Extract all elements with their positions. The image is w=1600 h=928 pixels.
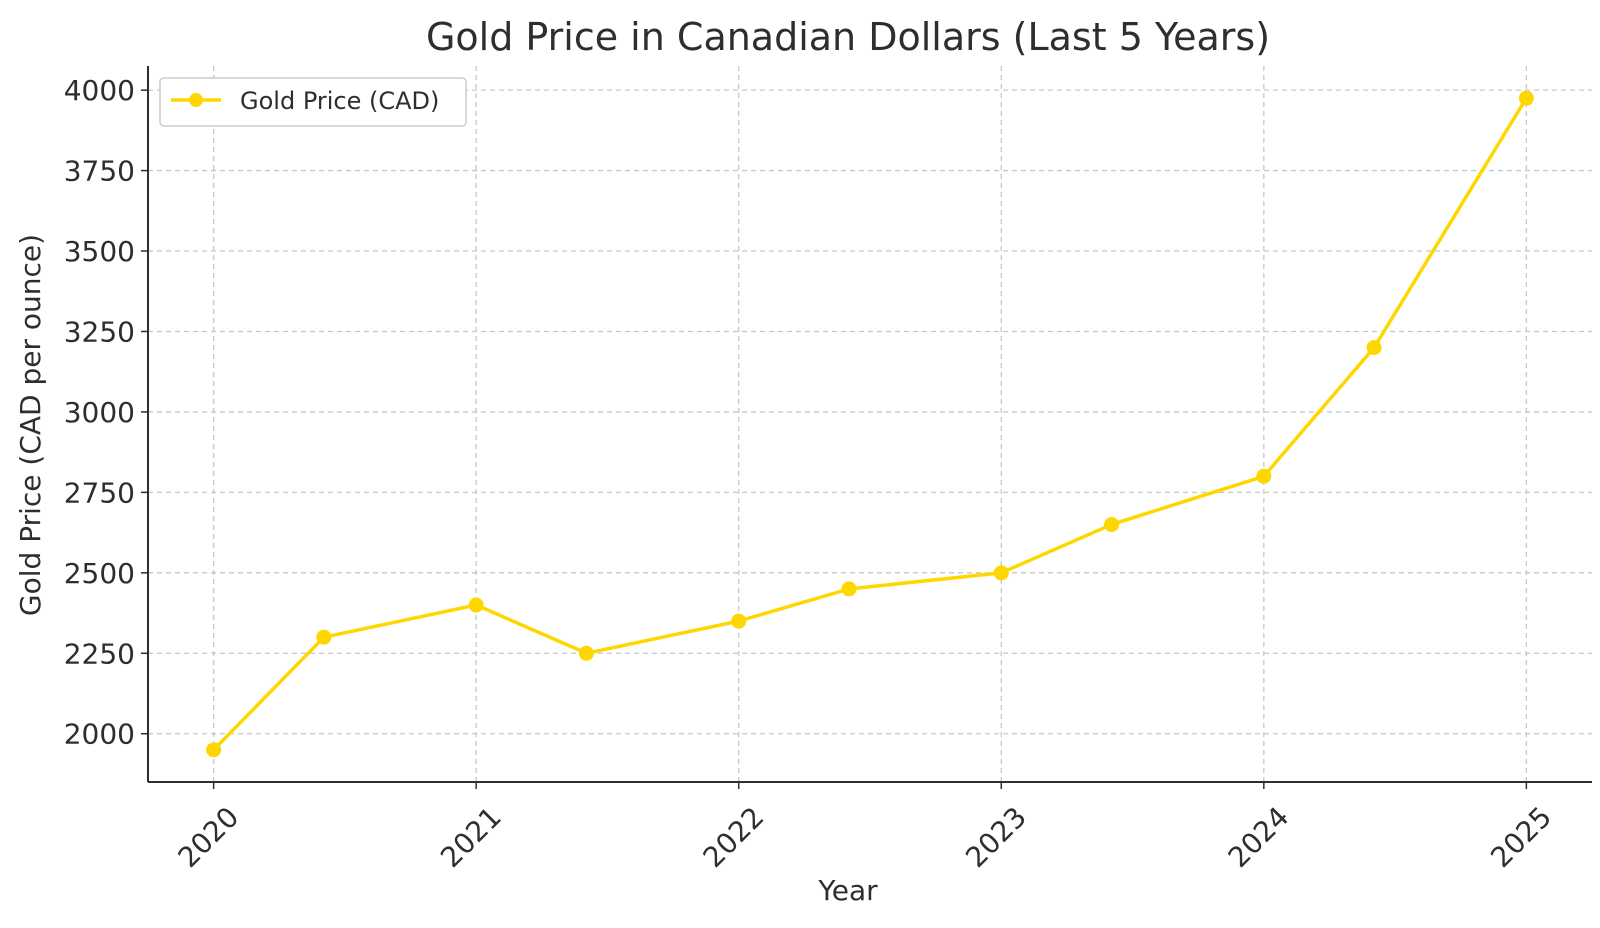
data-point [1256, 468, 1272, 484]
x-axis-label: Year [817, 874, 878, 907]
y-tick-label: 4000 [64, 74, 135, 107]
legend-label: Gold Price (CAD) [240, 87, 439, 115]
axes [141, 66, 1592, 789]
legend-box [159, 77, 467, 127]
tick-labels: 2000 2250 2500 2750 3000 3250 3500 3750 4000 2020… [64, 74, 1558, 874]
data-point [1366, 340, 1382, 356]
x-tick-label: 2022 [697, 800, 771, 874]
data-point [993, 565, 1009, 581]
y-axis-label: Gold Price (CAD per ounce) [14, 234, 47, 616]
y-tick-label: 3250 [64, 315, 135, 348]
data-point [578, 645, 594, 661]
chart-title: Gold Price in Canadian Dollars (Last 5 Y… [426, 15, 1270, 59]
data-point [1104, 517, 1120, 533]
y-tick-label: 2000 [64, 718, 135, 751]
y-tick-label: 3500 [64, 235, 135, 268]
x-tick-label: 2024 [1222, 800, 1296, 874]
x-tick-label: 2025 [1484, 800, 1558, 874]
y-tick-label: 2250 [64, 637, 135, 670]
legend: Gold Price (CAD) [159, 77, 467, 127]
data-point [731, 613, 747, 629]
y-tick-label: 3000 [64, 396, 135, 429]
x-tick-label: 2023 [959, 800, 1033, 874]
data-point [206, 742, 222, 758]
grid-lines [148, 66, 1592, 782]
x-tick-label: 2021 [434, 800, 508, 874]
data-point [468, 597, 484, 613]
legend-marker-swatch [189, 93, 203, 107]
series-line [212, 97, 1528, 752]
y-tick-label: 2750 [64, 476, 135, 509]
y-tick-label: 3750 [64, 155, 135, 188]
data-point [1518, 90, 1534, 106]
series-layer [206, 90, 1534, 758]
data-point [841, 581, 857, 597]
x-tick-label: 2020 [172, 800, 246, 874]
data-point [316, 629, 332, 645]
y-tick-label: 2500 [64, 557, 135, 590]
